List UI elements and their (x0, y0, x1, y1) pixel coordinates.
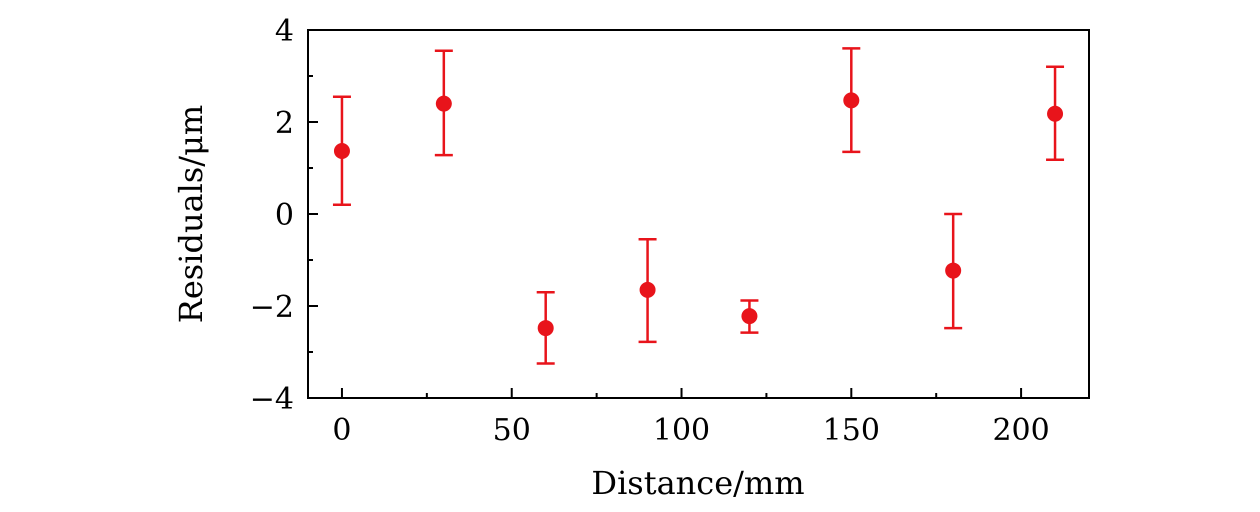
x-tick-label: 200 (992, 413, 1049, 448)
data-point (1047, 105, 1064, 122)
x-axis-title: Distance/mm (591, 464, 804, 502)
data-point (843, 92, 860, 109)
data-point (945, 262, 962, 279)
x-tick-label: 0 (332, 413, 351, 448)
y-tick-label: 2 (275, 106, 294, 141)
plot-frame (307, 29, 1090, 399)
data-point (639, 281, 656, 298)
data-point (435, 95, 452, 112)
y-axis-title: Residuals/μm (172, 105, 210, 323)
data-layer (332, 47, 1065, 365)
x-tick-label: 150 (823, 413, 880, 448)
data-point (537, 320, 554, 337)
y-tick-label: −4 (250, 382, 294, 417)
y-tick-label: 0 (275, 198, 294, 233)
y-tick-label: 4 (275, 14, 294, 49)
x-tick-label: 50 (493, 413, 531, 448)
data-point (741, 308, 758, 325)
data-point (333, 142, 350, 159)
ticks-layer (308, 29, 1023, 399)
labels-layer: 0 50 100 150 200 −4 −2 0 2 4 (250, 14, 1050, 448)
x-tick-label: 100 (653, 413, 710, 448)
y-tick-label: −2 (250, 290, 294, 325)
